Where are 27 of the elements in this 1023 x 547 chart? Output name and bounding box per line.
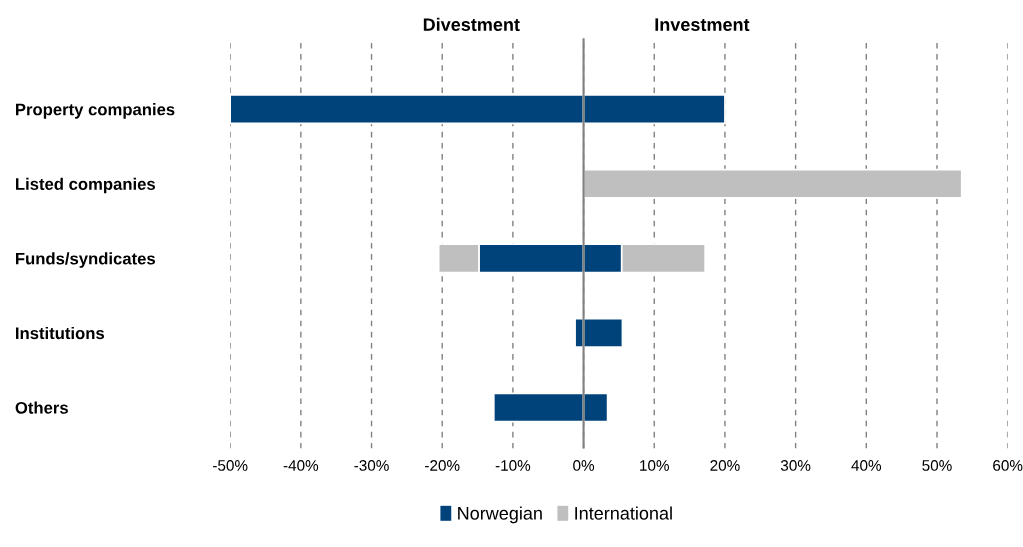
bar: [582, 317, 624, 348]
x-tick-label: -50%: [213, 460, 248, 471]
y-tick-label: Funds/syndicates: [16, 252, 155, 268]
legend-label: International: [575, 506, 672, 520]
x-tick-label: -20%: [425, 460, 460, 471]
y-tick-label: Others: [15, 401, 68, 414]
x-tick-label: 10%: [640, 460, 669, 471]
text: Divestment: [423, 17, 520, 31]
bar: [582, 392, 609, 423]
x-tick-label: -10%: [495, 460, 531, 471]
x-tick-label: 30%: [780, 460, 811, 471]
x-tick-label: 50%: [922, 460, 952, 471]
x-tick-label: 40%: [851, 460, 882, 471]
bar: [582, 94, 726, 125]
x-tick-label: -30%: [354, 460, 389, 471]
legend-label: Norwegian: [458, 506, 542, 524]
x-tick-label: 0%: [573, 460, 595, 471]
y-tick-label: Property companies: [16, 103, 175, 119]
x-tick-label: 60%: [993, 460, 1023, 471]
y-tick-label: Listed companies: [16, 177, 155, 194]
x-tick-label: -40%: [283, 460, 319, 471]
x-tick-label: 20%: [710, 460, 740, 471]
bar: [492, 392, 585, 423]
bar: [582, 168, 963, 199]
bar: [229, 94, 585, 125]
text: Investment: [655, 18, 750, 31]
y-tick-label: Institutions: [16, 326, 105, 340]
